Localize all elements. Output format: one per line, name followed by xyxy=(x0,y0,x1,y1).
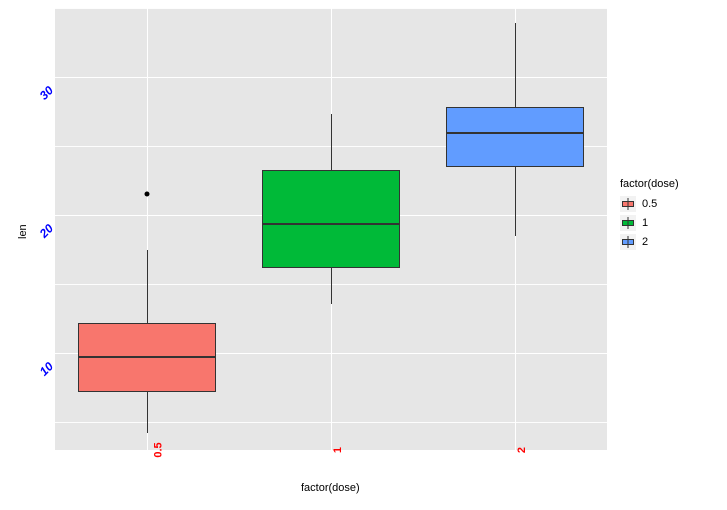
whisker xyxy=(515,23,516,107)
legend: factor(dose) 0.5 1 2 xyxy=(620,178,679,253)
legend-item: 2 xyxy=(620,234,679,250)
legend-key xyxy=(620,196,636,212)
legend-label: 2 xyxy=(642,236,648,248)
boxplot-chart: 10 20 30 0.5 1 2 len factor(dose) factor(dose… xyxy=(0,0,727,510)
plot-panel: 1020300.512 xyxy=(55,8,607,450)
whisker xyxy=(147,392,148,433)
median-line xyxy=(78,356,216,358)
legend-title: factor(dose) xyxy=(620,178,679,190)
x-tick-label: 1 xyxy=(328,447,344,453)
legend-item: 0.5 xyxy=(620,196,679,212)
whisker xyxy=(515,167,516,236)
legend-key xyxy=(620,234,636,250)
legend-key xyxy=(620,215,636,231)
x-tick-label: 0.5 xyxy=(149,442,165,457)
y-tick-label: 20 xyxy=(36,217,60,241)
box xyxy=(262,170,400,268)
whisker xyxy=(331,114,332,169)
y-tick-label: 30 xyxy=(36,79,60,103)
outlier-point xyxy=(145,192,150,197)
legend-label: 1 xyxy=(642,217,648,229)
x-axis-title: factor(dose) xyxy=(301,482,360,494)
y-axis-title: len xyxy=(17,224,29,239)
legend-label: 0.5 xyxy=(642,198,657,210)
whisker xyxy=(147,250,148,323)
median-line xyxy=(262,223,400,225)
box xyxy=(446,107,584,166)
legend-item: 1 xyxy=(620,215,679,231)
median-line xyxy=(446,132,584,134)
x-tick-label: 2 xyxy=(512,447,528,453)
whisker xyxy=(331,268,332,304)
y-tick-label: 10 xyxy=(36,355,60,379)
